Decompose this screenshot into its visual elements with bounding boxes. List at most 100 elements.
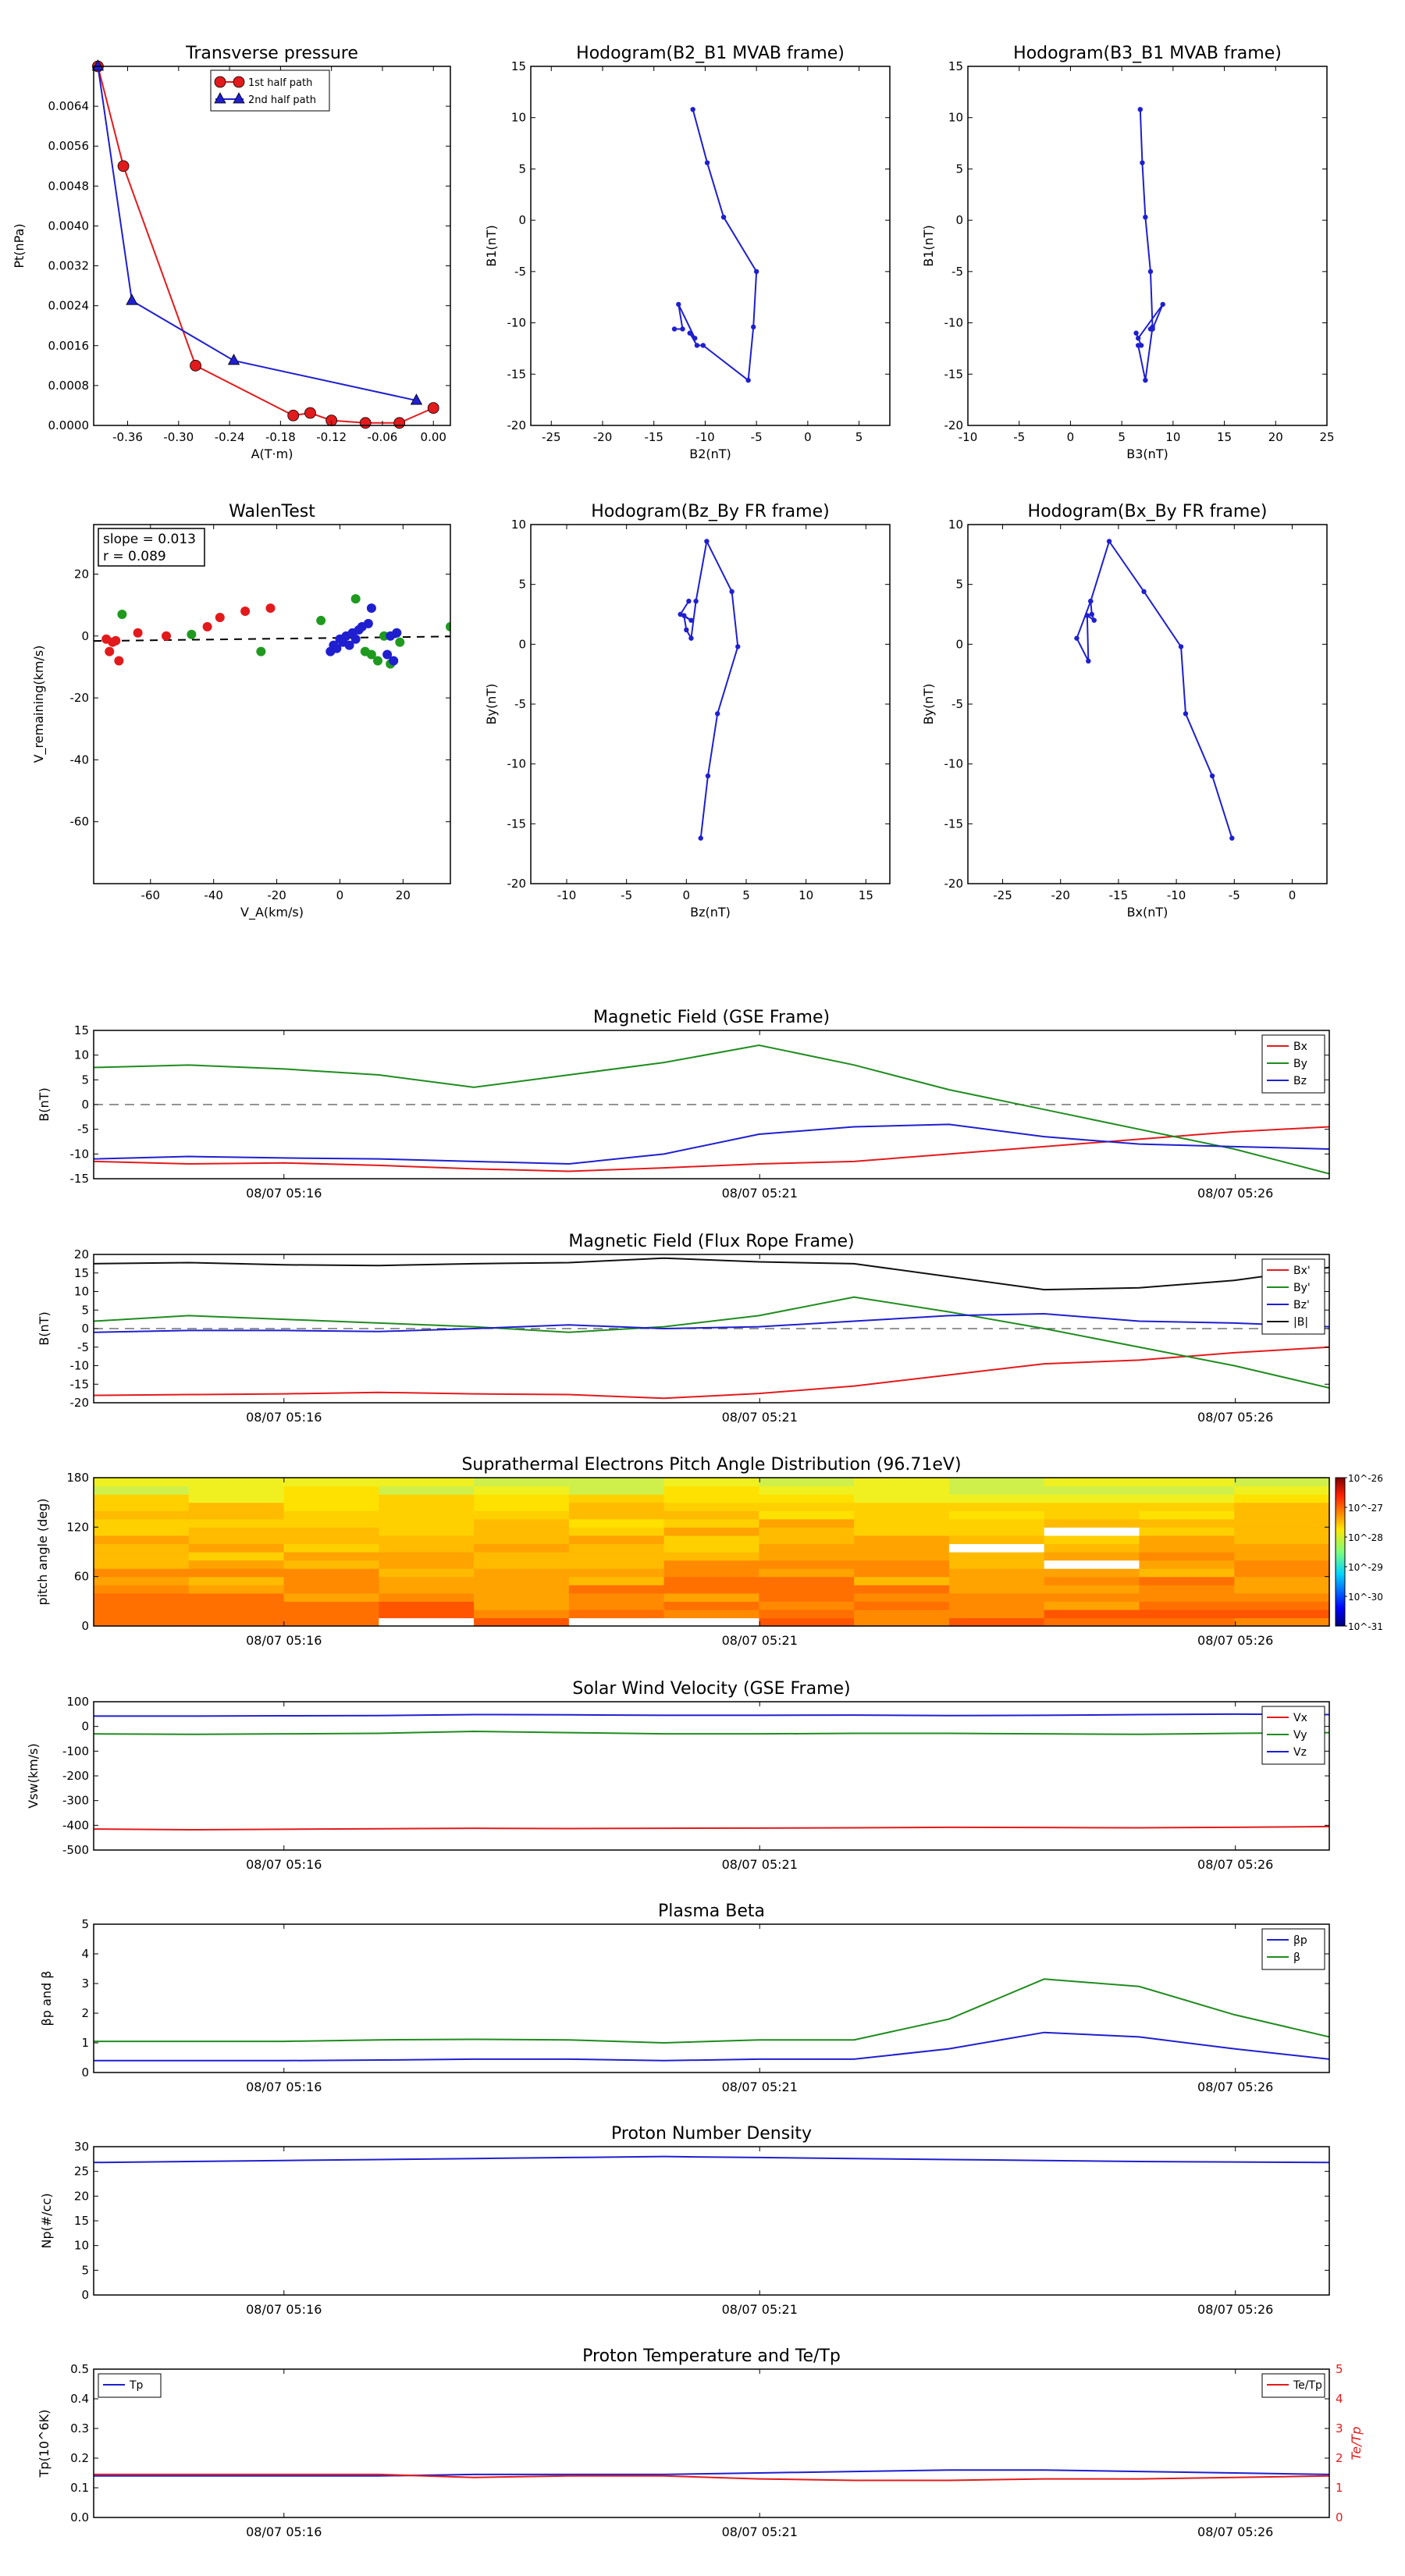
mag_fr-ytick-label: 15	[74, 1266, 89, 1280]
pad-cell	[283, 1527, 379, 1536]
pad-cell	[759, 1617, 855, 1627]
pad-cell	[663, 1568, 759, 1578]
pad-cell	[1139, 1510, 1235, 1520]
pad-cell	[1044, 1585, 1140, 1594]
pad-cell	[1139, 1592, 1235, 1602]
mag_fr-title: Magnetic Field (Flux Rope Frame)	[568, 1232, 854, 1251]
pad-cell	[1234, 1518, 1330, 1528]
hodo_bzby-xtick-label: 15	[859, 888, 873, 902]
hodo_bzby-xtick-label: 10	[799, 888, 813, 902]
pad-cell	[1234, 1510, 1330, 1520]
pad-cell	[948, 1527, 1045, 1536]
pad-cell	[379, 1502, 475, 1511]
hodo_b3b1-ytick-label: -15	[944, 367, 964, 381]
pad-cell	[94, 1527, 190, 1536]
walen-r-text: r = 0.089	[103, 549, 166, 564]
mag_fr-ytick-label: 10	[74, 1285, 89, 1299]
np-ytick-label: 0	[81, 2288, 89, 2302]
temp-time-tick-label: 08/07 05:21	[722, 2524, 798, 2539]
pad-ytick-label: 0	[81, 1619, 89, 1633]
hodo_b2b1-ytick-label: -15	[507, 367, 527, 381]
temp-time-tick-label: 08/07 05:16	[246, 2524, 322, 2539]
mag_gse-ytick-label: -10	[70, 1147, 90, 1161]
pad-cell	[474, 1510, 570, 1520]
hodo_b2b1-point	[680, 326, 685, 332]
pad-cell	[568, 1576, 665, 1585]
beta-ytick-label: 3	[81, 1976, 89, 1991]
pad-cell	[759, 1568, 855, 1578]
tp-xtick-label: -0.24	[215, 430, 245, 444]
hodo_bzby-ytick-label: 5	[518, 578, 526, 592]
hodo_b2b1-point	[753, 269, 759, 275]
hodo_bxby-point	[1074, 635, 1080, 641]
pad-cell	[663, 1609, 759, 1619]
hodo_bzby-point	[678, 611, 683, 617]
np-time-tick-label: 08/07 05:26	[1197, 2302, 1273, 2317]
mag_fr-ytick-label: -20	[70, 1396, 90, 1410]
tp-point	[227, 354, 240, 365]
mag_fr-ytick-label: -10	[70, 1359, 90, 1373]
pad-cell	[1044, 1552, 1140, 1561]
temp-ylabel: Tp(10^6K)	[37, 2410, 52, 2478]
tp-xtick-label: -0.30	[163, 430, 194, 444]
tp-point	[91, 59, 105, 71]
pad-cell	[1139, 1478, 1235, 1487]
hodo_bzby-point	[735, 644, 741, 649]
tp-ytick-label: 0.0000	[48, 418, 90, 432]
pad-cell	[663, 1510, 759, 1520]
pad-cell	[474, 1560, 570, 1569]
walen-ytick-label: -60	[70, 815, 90, 829]
pad-cell	[568, 1543, 665, 1553]
hodo_bxby-point	[1084, 613, 1090, 618]
hodo_b2b1-xtick-label: 0	[804, 430, 812, 444]
pad-cell	[759, 1601, 855, 1610]
walen-point	[316, 615, 326, 625]
pad-cell	[568, 1568, 665, 1578]
beta-time-tick-label: 08/07 05:21	[722, 2080, 798, 2094]
pad-cell	[283, 1585, 379, 1594]
hodo_b3b1-xtick-label: 15	[1217, 430, 1232, 444]
hodo_bxby-ytick-label: 0	[955, 637, 963, 651]
pad-cell	[94, 1485, 190, 1495]
walen-point	[372, 656, 382, 666]
mag_gse-title: Magnetic Field (GSE Frame)	[593, 1008, 830, 1027]
walen-point	[215, 612, 225, 622]
pad-cell	[759, 1510, 855, 1520]
hodo_bzby-xlabel: Bz(nT)	[690, 905, 731, 920]
hodo_b3b1-ylabel: B1(nT)	[921, 225, 936, 267]
pad-cell	[474, 1601, 570, 1610]
pad-cell	[759, 1585, 855, 1594]
np-time-tick-label: 08/07 05:16	[246, 2302, 322, 2317]
beta-legend-label: βp	[1293, 1934, 1307, 1947]
pad-cell	[663, 1552, 759, 1561]
tp-legend	[210, 69, 330, 112]
pad-cell	[474, 1609, 570, 1619]
temp-y2tick-label: 0	[1336, 2510, 1343, 2524]
beta-ytick-label: 5	[81, 1917, 89, 1931]
hodo_b2b1-ytick-label: -10	[507, 316, 527, 330]
pad-cell	[188, 1485, 285, 1495]
pad-cell	[188, 1535, 285, 1545]
pad-cell	[283, 1485, 379, 1495]
pad-cell	[474, 1592, 570, 1602]
hodo_b2b1-point	[687, 330, 692, 336]
vsw-ytick-label: -100	[62, 1744, 89, 1758]
walen-xlabel: V_A(km/s)	[240, 905, 304, 920]
vsw-ytick-label: 0	[81, 1720, 89, 1734]
tp-legend-marker	[233, 92, 245, 104]
pad-cell	[568, 1510, 665, 1520]
pad-cell	[854, 1560, 950, 1569]
tp-xlabel: A(T·m)	[251, 447, 293, 461]
pad-cell	[948, 1543, 1045, 1553]
pad-cell	[474, 1494, 570, 1503]
pad-cell	[1139, 1576, 1235, 1585]
pad-cell	[283, 1601, 379, 1610]
pad-cell	[948, 1535, 1045, 1545]
hodo_b3b1-point	[1143, 377, 1148, 383]
pad-cell	[663, 1560, 759, 1569]
hodo_b3b1-frame	[967, 66, 1328, 426]
pad-cell	[854, 1478, 950, 1487]
pad-cell	[1044, 1478, 1140, 1487]
vsw-series-line	[94, 1713, 1329, 1717]
pad-cell	[283, 1510, 379, 1520]
